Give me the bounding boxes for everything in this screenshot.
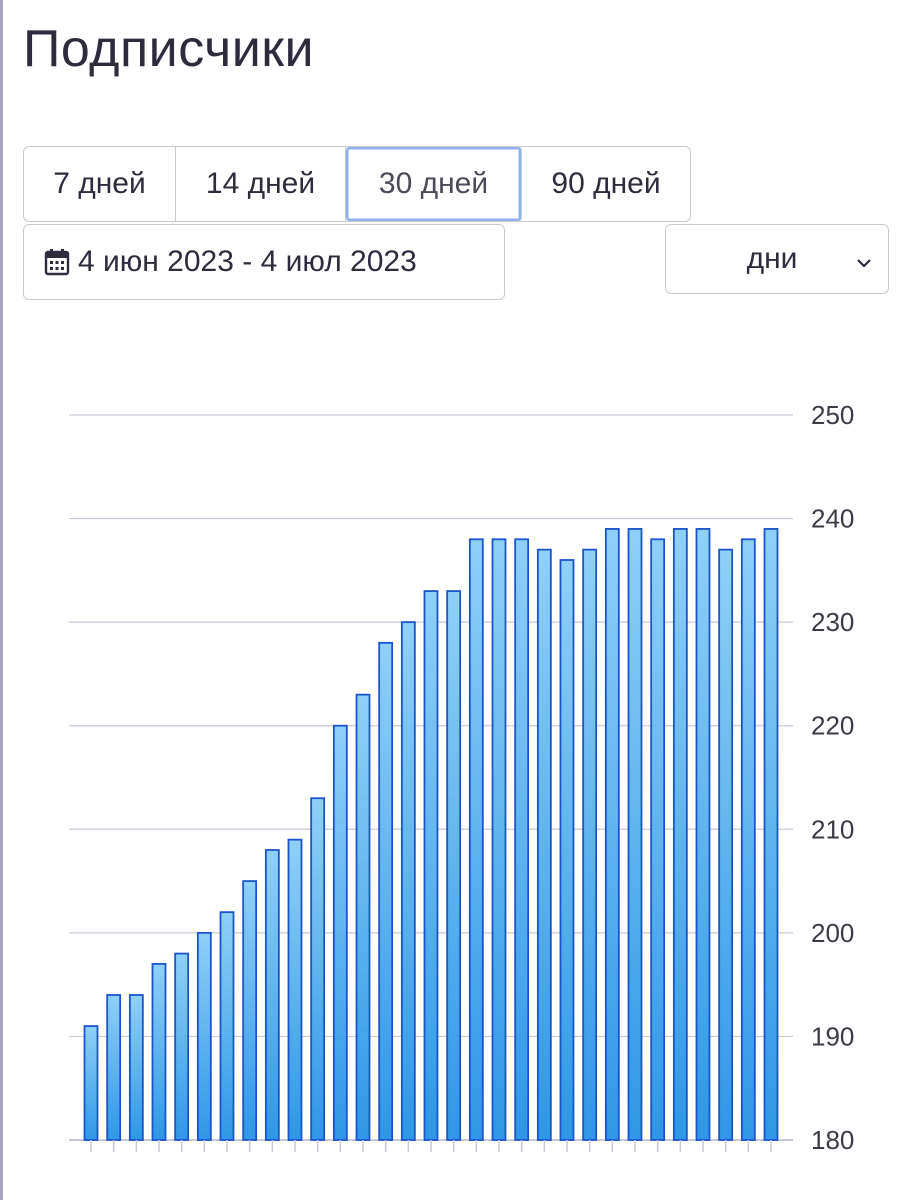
page-title: Подписчики bbox=[23, 20, 315, 78]
chart-bar[interactable] bbox=[514, 538, 530, 1141]
chart-bar[interactable] bbox=[695, 528, 711, 1141]
subscribers-chart: 180 190 200 210 220 230 240 250 bbox=[3, 330, 906, 1200]
chart-bar[interactable] bbox=[83, 1025, 99, 1141]
range-14-days-button[interactable]: 14 дней bbox=[176, 147, 346, 221]
granularity-select[interactable]: дни bbox=[665, 224, 889, 294]
chart-bar[interactable] bbox=[355, 693, 371, 1141]
chevron-down-icon bbox=[854, 247, 874, 268]
chart-bar[interactable] bbox=[287, 838, 303, 1141]
chart-bar[interactable] bbox=[128, 994, 144, 1141]
chart-bar[interactable] bbox=[310, 797, 326, 1141]
granularity-select-value: дни bbox=[746, 242, 798, 275]
chart-bar[interactable] bbox=[468, 538, 484, 1141]
chart-bar[interactable] bbox=[446, 590, 462, 1141]
y-tick-label: 200 bbox=[811, 918, 854, 948]
chart-bar[interactable] bbox=[559, 559, 575, 1141]
y-tick-label: 240 bbox=[811, 504, 854, 534]
y-tick-label: 190 bbox=[811, 1021, 854, 1051]
y-tick-label: 180 bbox=[811, 1125, 854, 1155]
chart-bar[interactable] bbox=[264, 849, 280, 1141]
date-range-label: 4 июн 2023 - 4 июл 2023 bbox=[78, 245, 417, 278]
x-axis-ticks bbox=[90, 1140, 772, 1152]
chart-bar[interactable] bbox=[627, 528, 643, 1141]
range-90-days-button[interactable]: 90 дней bbox=[551, 167, 661, 200]
y-tick-label: 230 bbox=[811, 607, 854, 637]
gridlines bbox=[69, 414, 793, 1141]
chart-bar[interactable] bbox=[151, 963, 167, 1141]
chart-bar[interactable] bbox=[106, 994, 122, 1141]
range-30-days-button[interactable]: 30 дней bbox=[346, 147, 522, 221]
chart-bar[interactable] bbox=[423, 590, 439, 1141]
chart-bar[interactable] bbox=[491, 538, 507, 1141]
chart-bar[interactable] bbox=[332, 724, 348, 1141]
chart-bar[interactable] bbox=[174, 952, 190, 1141]
chart-bar[interactable] bbox=[378, 641, 394, 1141]
y-tick-label: 250 bbox=[811, 400, 854, 430]
chart-bar[interactable] bbox=[604, 528, 620, 1141]
calendar-icon bbox=[44, 248, 70, 276]
chart-bar[interactable] bbox=[196, 931, 212, 1141]
range-7-days-button[interactable]: 7 дней bbox=[24, 147, 176, 221]
chart-bar[interactable] bbox=[650, 538, 666, 1141]
chart-bar[interactable] bbox=[582, 548, 598, 1141]
subscribers-bar-chart: 180 190 200 210 220 230 240 250 bbox=[69, 400, 854, 1155]
bars bbox=[83, 528, 779, 1141]
chart-bar[interactable] bbox=[718, 548, 734, 1141]
y-tick-label: 220 bbox=[811, 711, 854, 741]
y-tick-label: 210 bbox=[811, 814, 854, 844]
chart-bar[interactable] bbox=[740, 538, 756, 1141]
y-axis-labels: 180 190 200 210 220 230 240 250 bbox=[811, 400, 854, 1155]
chart-bar[interactable] bbox=[763, 528, 779, 1141]
period-selector: 7 дней 14 дней 30 дней 90 дней bbox=[23, 146, 691, 222]
chart-bar[interactable] bbox=[219, 911, 235, 1141]
chart-bar[interactable] bbox=[536, 548, 552, 1141]
chart-bar[interactable] bbox=[400, 621, 416, 1141]
date-range-picker[interactable]: 4 июн 2023 - 4 июл 2023 bbox=[23, 224, 505, 300]
chart-bar[interactable] bbox=[242, 880, 258, 1141]
chart-bar[interactable] bbox=[672, 528, 688, 1141]
